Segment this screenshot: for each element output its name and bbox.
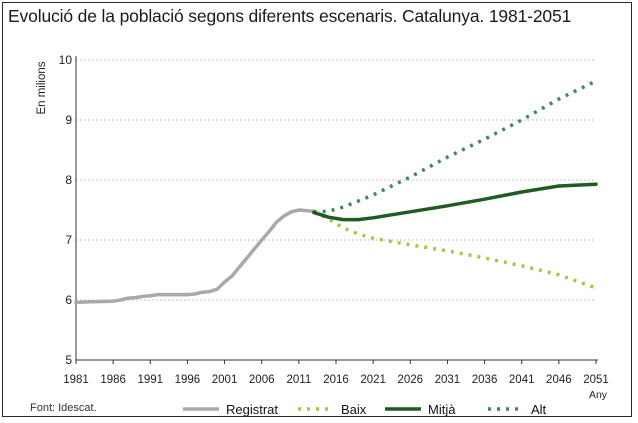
y-tick-label: 9 [65,113,72,127]
x-tick-label: 2001 [212,374,238,386]
y-axis-label: En milions [36,61,48,114]
x-tick-label: 2041 [509,374,535,386]
legend-label: Mitjà [428,402,456,417]
legend-label: Alt [531,402,547,417]
y-tick-label: 6 [65,293,72,307]
x-tick-label: 1981 [63,374,89,386]
chart-title: Evolució de la població segons diferents… [8,6,572,26]
legend-label: Registrat [226,402,278,417]
x-tick-label: 2021 [360,374,386,386]
chart-frame [2,2,632,417]
x-tick-label: 2011 [286,374,311,386]
x-tick-label: 2026 [397,374,423,386]
x-tick-label: 2016 [323,374,349,386]
y-tick-label: 5 [65,353,72,367]
series-line-alt [313,79,597,214]
x-tick-label: 1986 [100,374,126,386]
legend-label: Baix [341,402,367,417]
x-tick-label: 2036 [472,374,498,386]
y-tick-label: 10 [59,53,73,67]
x-tick-label: 1996 [175,374,201,386]
series-line-mitj [311,182,598,222]
series-line-baix [312,210,597,290]
x-tick-label: 2006 [249,374,275,386]
y-tick-label: 8 [65,173,72,187]
series-line-registrat [74,208,316,305]
x-axis-label: Any [589,389,608,401]
x-tick-label: 1991 [137,374,163,386]
x-tick-label: 2031 [435,374,461,386]
x-tick-label: 2046 [546,374,572,386]
x-tick-label: 2051 [583,374,609,386]
y-tick-label: 7 [65,233,72,247]
source-note: Font: Idescat. [30,402,97,414]
